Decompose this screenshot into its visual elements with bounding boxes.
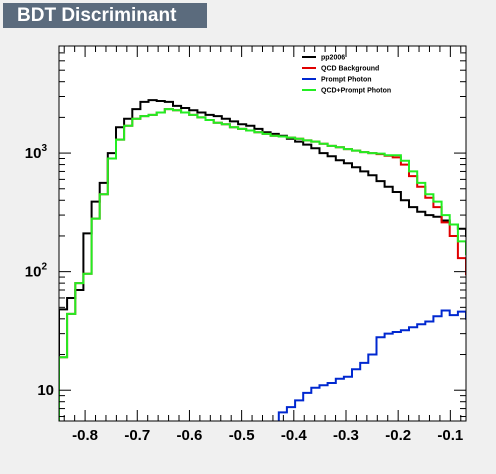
- x-tick-label: -0.5: [229, 427, 255, 444]
- legend: pp2006 QCD Background Prompt Photon QCD+Pro…: [302, 55, 391, 95]
- x-tick-label: -0.6: [177, 427, 203, 444]
- legend-label-pp2006: pp2006: [321, 55, 345, 62]
- chart-title: BDT Discriminant: [3, 3, 207, 28]
- y-tick-label: 10: [37, 382, 54, 399]
- plot-area: [59, 46, 466, 421]
- legend-label-sum: QCD+Prompt Photon: [321, 88, 391, 95]
- y-tick-label: 103: [25, 143, 48, 162]
- x-tick-label: -0.7: [124, 427, 150, 444]
- legend-label-qcd: QCD Background: [321, 66, 379, 73]
- x-tick-label: -0.3: [333, 427, 359, 444]
- y-tick-label: 102: [25, 262, 48, 281]
- x-tick-label: -0.1: [437, 427, 463, 444]
- x-tick-label: -0.8: [72, 427, 98, 444]
- legend-label-prompt: Prompt Photon: [321, 77, 372, 84]
- x-tick-label: -0.2: [385, 427, 411, 444]
- axis-layer: -0.8 -0.7 -0.6 -0.5 -0.4 -0.3 -0.2 -0.1 10 102 103: [25, 45, 466, 444]
- x-tick-label: -0.4: [281, 427, 308, 444]
- series-sum: [59, 108, 466, 421]
- series-prompt: [277, 309, 466, 421]
- series-layer: [59, 99, 466, 421]
